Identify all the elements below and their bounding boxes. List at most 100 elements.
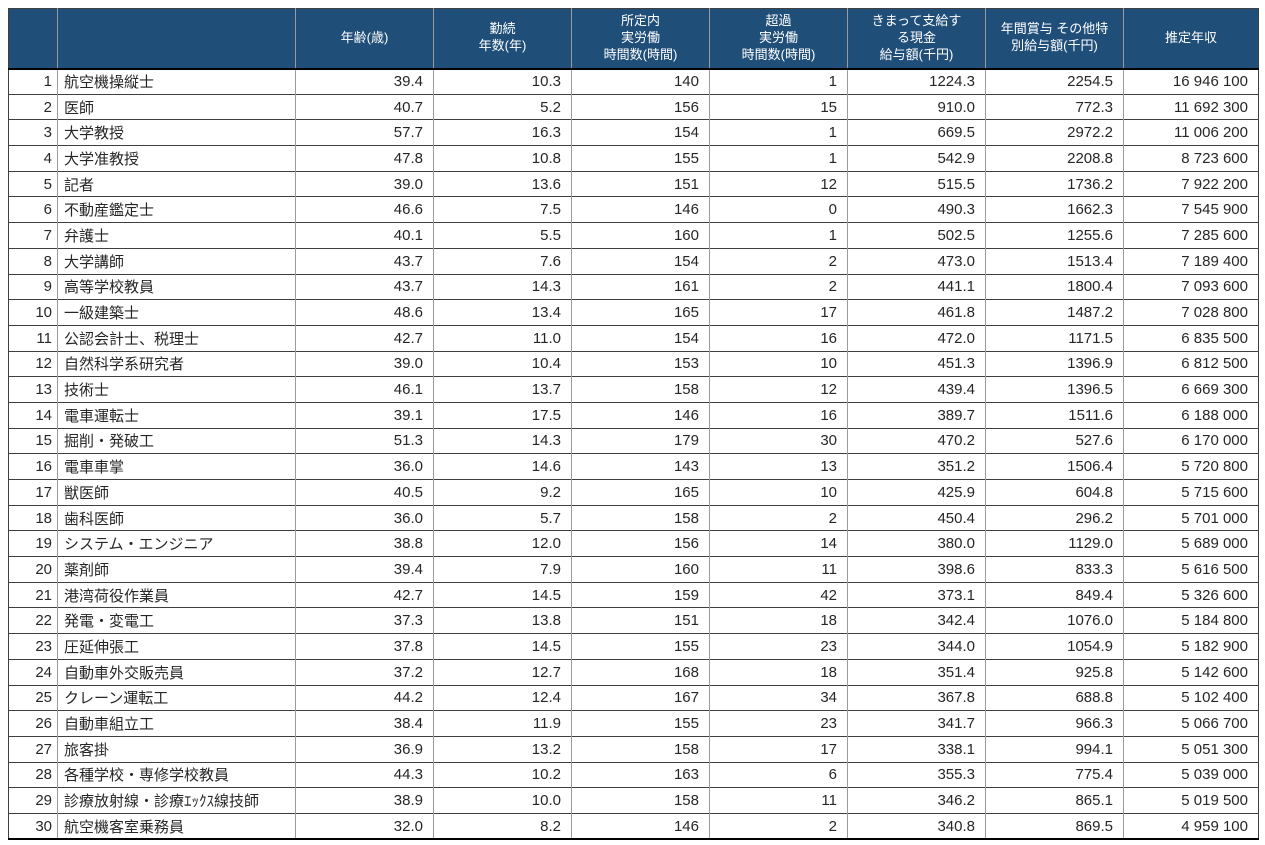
overtime-hours-cell: 12 <box>709 376 848 403</box>
scheduled-hours-cell: 156 <box>571 93 710 120</box>
overtime-hours-cell: 18 <box>709 607 848 634</box>
occupation-cell: 各種学校・専修学校教員 <box>57 761 296 788</box>
scheduled-hours-cell: 158 <box>571 787 710 814</box>
table-row: 29 診療放射線・診療ｴｯｸｽ線技師 38.9 10.0 158 11 346.… <box>8 787 1259 814</box>
estimated-income-cell: 4 959 100 <box>1123 812 1259 840</box>
overtime-hours-cell: 11 <box>709 787 848 814</box>
overtime-hours-cell: 12 <box>709 170 848 197</box>
overtime-hours-cell: 1 <box>709 68 848 95</box>
occupation-cell: 一級建築士 <box>57 299 296 326</box>
annual-bonus-cell: 296.2 <box>985 504 1124 531</box>
age-cell: 48.6 <box>295 299 434 326</box>
overtime-hours-cell: 1 <box>709 145 848 172</box>
rank-cell: 13 <box>8 376 58 403</box>
monthly-salary-cell: 669.5 <box>847 119 986 146</box>
table-row: 11 公認会計士、税理士 42.7 11.0 154 16 472.0 1171… <box>8 324 1259 352</box>
scheduled-hours-cell: 153 <box>571 350 710 377</box>
annual-bonus-cell: 775.4 <box>985 761 1124 788</box>
tenure-cell: 12.7 <box>433 658 572 685</box>
age-cell: 42.7 <box>295 581 434 608</box>
estimated-income-cell: 7 189 400 <box>1123 247 1259 274</box>
estimated-income-cell: 6 170 000 <box>1123 427 1259 454</box>
header-annual-bonus: 年間賞与 その他特 別給与額(千円) <box>985 8 1124 70</box>
occupation-cell: 薬剤師 <box>57 556 296 583</box>
tenure-cell: 10.4 <box>433 350 572 377</box>
rank-cell: 23 <box>8 633 58 660</box>
table-row: 9 高等学校教員 43.7 14.3 161 2 441.1 1800.4 7 … <box>8 273 1259 300</box>
rank-cell: 19 <box>8 530 58 557</box>
overtime-hours-cell: 11 <box>709 556 848 583</box>
age-cell: 47.8 <box>295 145 434 172</box>
scheduled-hours-cell: 165 <box>571 299 710 326</box>
monthly-salary-cell: 389.7 <box>847 401 986 429</box>
estimated-income-cell: 5 039 000 <box>1123 761 1259 788</box>
monthly-salary-cell: 338.1 <box>847 735 986 763</box>
overtime-hours-cell: 2 <box>709 273 848 300</box>
table-row: 28 各種学校・専修学校教員 44.3 10.2 163 6 355.3 775… <box>8 761 1259 788</box>
annual-bonus-cell: 865.1 <box>985 787 1124 814</box>
occupation-cell: 自動車組立工 <box>57 710 296 737</box>
monthly-salary-cell: 470.2 <box>847 427 986 454</box>
monthly-salary-cell: 340.8 <box>847 812 986 840</box>
tenure-cell: 7.9 <box>433 556 572 583</box>
occupation-cell: 自然科学系研究者 <box>57 350 296 377</box>
rank-cell: 14 <box>8 401 58 429</box>
tenure-cell: 14.6 <box>433 453 572 480</box>
monthly-salary-cell: 341.7 <box>847 710 986 737</box>
estimated-income-cell: 11 006 200 <box>1123 119 1259 146</box>
rank-cell: 21 <box>8 581 58 608</box>
age-cell: 39.0 <box>295 350 434 377</box>
estimated-income-cell: 16 946 100 <box>1123 68 1259 95</box>
annual-bonus-cell: 1662.3 <box>985 196 1124 223</box>
scheduled-hours-cell: 158 <box>571 504 710 531</box>
table-row: 18 歯科医師 36.0 5.7 158 2 450.4 296.2 5 701… <box>8 504 1259 531</box>
scheduled-hours-cell: 154 <box>571 324 710 352</box>
tenure-cell: 14.3 <box>433 427 572 454</box>
occupation-cell: 診療放射線・診療ｴｯｸｽ線技師 <box>57 787 296 814</box>
estimated-income-cell: 5 102 400 <box>1123 684 1259 711</box>
occupation-cell: 記者 <box>57 170 296 197</box>
monthly-salary-cell: 450.4 <box>847 504 986 531</box>
rank-cell: 2 <box>8 93 58 120</box>
table-body: 1 航空機操縦士 39.4 10.3 140 1 1224.3 2254.5 1… <box>8 68 1259 840</box>
tenure-cell: 11.9 <box>433 710 572 737</box>
age-cell: 39.0 <box>295 170 434 197</box>
scheduled-hours-cell: 143 <box>571 453 710 480</box>
annual-bonus-cell: 2254.5 <box>985 68 1124 95</box>
age-cell: 38.4 <box>295 710 434 737</box>
header-age: 年齢(歳) <box>295 8 434 70</box>
annual-bonus-cell: 1736.2 <box>985 170 1124 197</box>
estimated-income-cell: 5 182 900 <box>1123 633 1259 660</box>
age-cell: 40.7 <box>295 93 434 120</box>
rank-cell: 12 <box>8 350 58 377</box>
rank-cell: 27 <box>8 735 58 763</box>
tenure-cell: 14.5 <box>433 581 572 608</box>
table-row: 1 航空機操縦士 39.4 10.3 140 1 1224.3 2254.5 1… <box>9 68 1259 95</box>
age-cell: 40.1 <box>295 222 434 249</box>
annual-bonus-cell: 772.3 <box>985 93 1124 120</box>
tenure-cell: 10.2 <box>433 761 572 788</box>
table-row: 8 大学講師 43.7 7.6 154 2 473.0 1513.4 7 189… <box>8 247 1259 274</box>
age-cell: 36.0 <box>295 453 434 480</box>
overtime-hours-cell: 30 <box>709 427 848 454</box>
header-tenure: 勤続 年数(年) <box>433 8 572 70</box>
monthly-salary-cell: 398.6 <box>847 556 986 583</box>
table-row: 4 大学准教授 47.8 10.8 155 1 542.9 2208.8 8 7… <box>8 145 1259 172</box>
estimated-income-cell: 5 066 700 <box>1123 710 1259 737</box>
annual-bonus-cell: 2972.2 <box>985 119 1124 146</box>
occupation-cell: 不動産鑑定士 <box>57 196 296 223</box>
age-cell: 46.1 <box>295 376 434 403</box>
table-row: 20 薬剤師 39.4 7.9 160 11 398.6 833.3 5 616… <box>8 556 1259 583</box>
scheduled-hours-cell: 160 <box>571 222 710 249</box>
estimated-income-cell: 6 835 500 <box>1123 324 1259 352</box>
occupation-cell: 圧延伸張工 <box>57 633 296 660</box>
overtime-hours-cell: 2 <box>709 812 848 840</box>
age-cell: 32.0 <box>295 812 434 840</box>
overtime-hours-cell: 16 <box>709 324 848 352</box>
occupation-cell: 発電・変電工 <box>57 607 296 634</box>
tenure-cell: 5.2 <box>433 93 572 120</box>
monthly-salary-cell: 542.9 <box>847 145 986 172</box>
age-cell: 39.1 <box>295 401 434 429</box>
table-header: 年齢(歳) 勤続 年数(年) 所定内 実労働 時間数(時間) 超過 実労働 時間… <box>8 8 1259 70</box>
tenure-cell: 5.7 <box>433 504 572 531</box>
